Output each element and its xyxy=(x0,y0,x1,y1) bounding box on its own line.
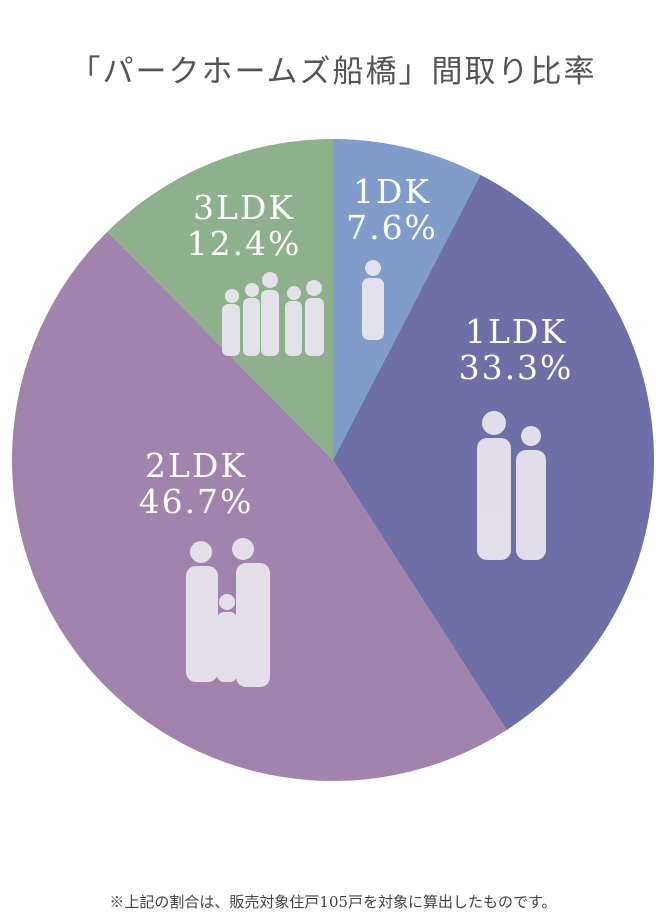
footnote: ※上記の割合は、販売対象住戸105戸を対象に算出したものです。 xyxy=(109,893,556,911)
slice-category: 1DK xyxy=(353,172,431,211)
chart-title: 「パークホームズ船橋」間取り比率 xyxy=(69,54,596,90)
pie-slice xyxy=(12,231,507,781)
slice-value-label: 7.6% xyxy=(346,208,438,247)
slice-category: 1LDK xyxy=(465,312,567,351)
silhouettes xyxy=(186,260,546,687)
slice-value-label: 12.4% xyxy=(187,224,302,263)
couple xyxy=(477,411,546,560)
pie-slice xyxy=(333,139,481,460)
pie xyxy=(12,139,654,781)
slice-value-label: 46.7% xyxy=(139,482,254,521)
slice-category: 2LDK xyxy=(145,446,247,485)
group xyxy=(222,272,324,356)
family xyxy=(186,538,270,687)
slice-category: 3LDK xyxy=(193,188,295,227)
pie-slice xyxy=(107,139,333,460)
single-person xyxy=(362,260,384,340)
slice-value-label: 33.3% xyxy=(459,348,574,387)
